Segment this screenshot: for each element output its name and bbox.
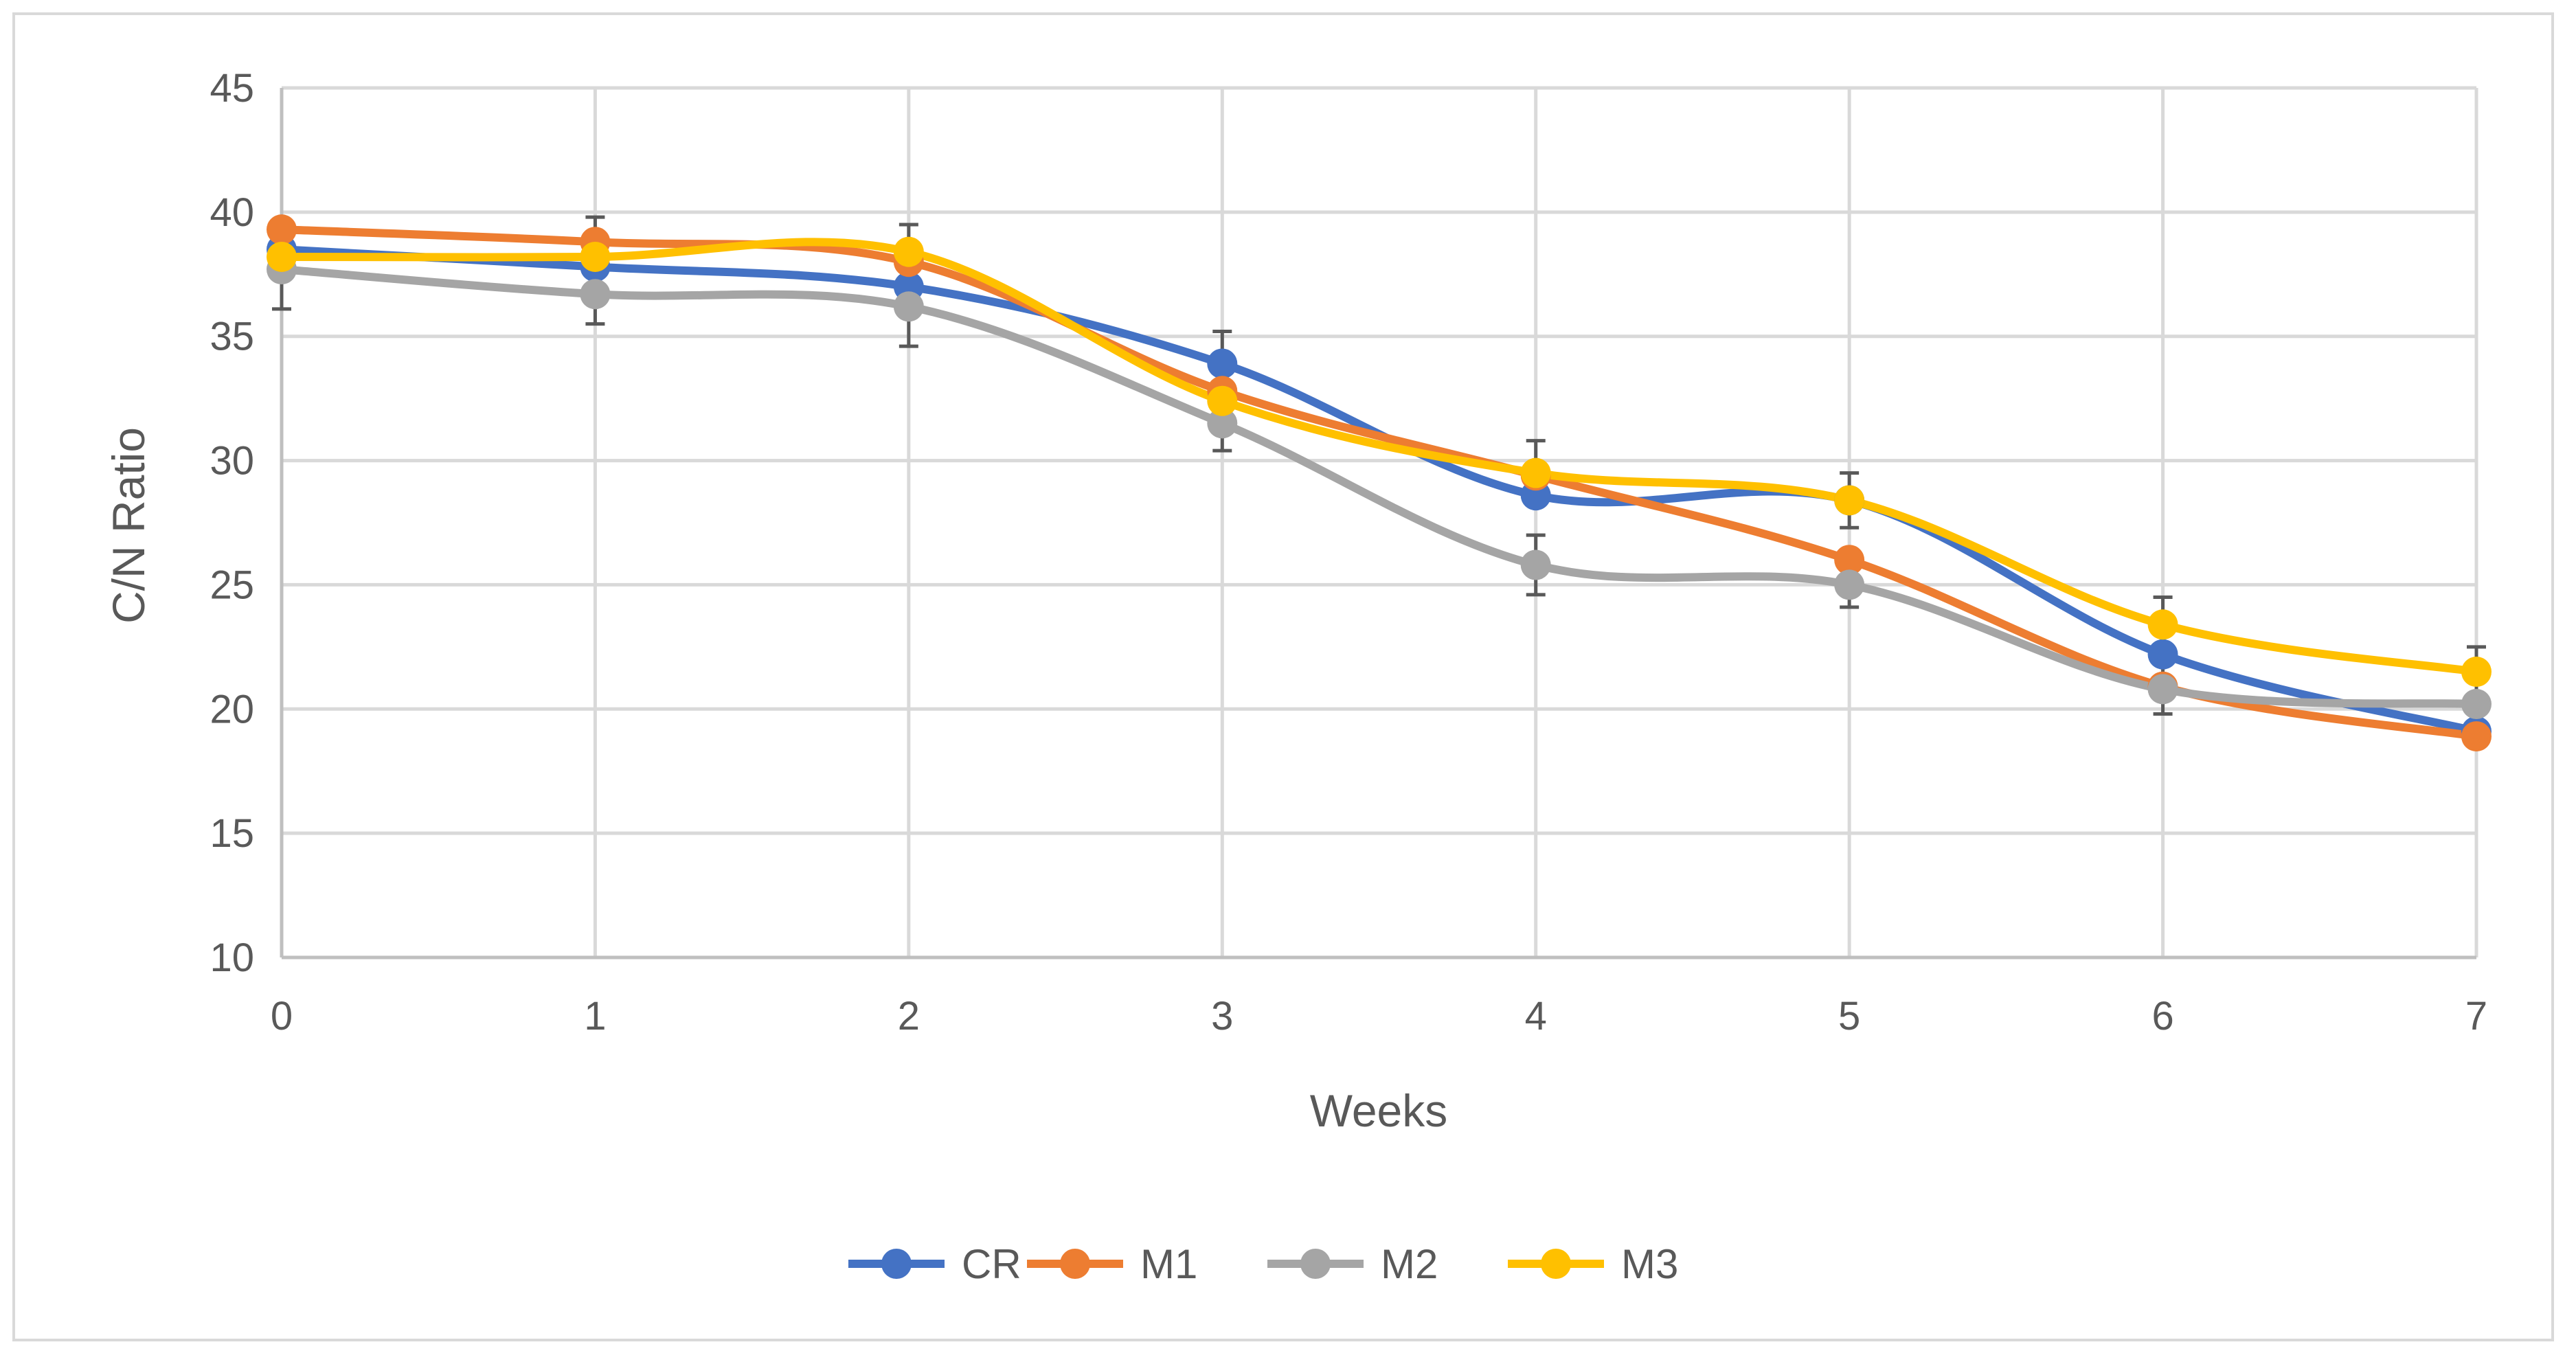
data-point-m3 (2147, 609, 2178, 640)
series-line-m1 (278, 225, 2481, 741)
data-point-m3 (1520, 457, 1551, 488)
y-tick-label: 30 (210, 439, 254, 484)
legend-item-m2: M2 (1267, 1241, 1438, 1287)
x-tick-label: 6 (2151, 994, 2173, 1038)
data-point-m2 (580, 279, 611, 310)
data-point-cr (1207, 348, 1238, 379)
x-tick-label: 2 (898, 994, 920, 1038)
legend-swatch-marker (1060, 1249, 1090, 1279)
x-tick-label: 0 (271, 994, 293, 1038)
series-line-m2 (278, 265, 2481, 709)
data-point-cr (2147, 639, 2178, 670)
legend-label: M2 (1381, 1241, 1438, 1287)
series-lines (278, 225, 2481, 741)
data-point-m3 (1834, 485, 1865, 516)
x-tick-label: 3 (1211, 994, 1233, 1038)
legend-label: M3 (1621, 1241, 1678, 1287)
data-point-m3 (2461, 657, 2492, 688)
legend-item-m3: M3 (1508, 1241, 1678, 1287)
legend-item-m1: M1 (1027, 1241, 1197, 1287)
gridlines (282, 86, 2478, 957)
data-point-m3 (893, 236, 924, 267)
x-axis-title: Weeks (1310, 1085, 1448, 1136)
y-axis-title: C/N Ratio (103, 427, 154, 624)
x-axis-ticks: 0 1 2 3 4 5 6 7 (271, 994, 2487, 1038)
x-tick-label: 4 (1525, 994, 1547, 1038)
x-tick-label: 1 (584, 994, 606, 1038)
data-point-m1 (1834, 545, 1865, 576)
y-tick-label: 25 (210, 563, 254, 607)
legend-swatch-marker (1300, 1249, 1331, 1279)
data-points (267, 214, 2492, 752)
y-tick-label: 45 (210, 66, 254, 111)
legend-item-cr: CR (848, 1241, 1021, 1287)
data-point-m1 (267, 214, 297, 245)
data-point-m2 (2147, 674, 2178, 705)
data-point-m3 (580, 241, 611, 272)
y-axis-ticks: 10 15 20 25 30 35 40 45 (210, 66, 254, 980)
series-line-m3 (278, 238, 2481, 677)
legend-label: CR (962, 1241, 1021, 1287)
x-tick-label: 5 (1838, 994, 1860, 1038)
data-point-m2 (1207, 408, 1238, 439)
data-point-m2 (893, 291, 924, 322)
legend-swatch-marker (881, 1249, 912, 1279)
axes (280, 88, 2476, 960)
y-tick-label: 40 (210, 190, 254, 235)
data-point-m3 (1207, 385, 1238, 416)
y-tick-label: 35 (210, 315, 254, 359)
data-point-m2 (1834, 569, 1865, 600)
data-point-m3 (267, 241, 297, 272)
data-point-m1 (2461, 721, 2492, 752)
legend-swatch-marker (1541, 1249, 1571, 1279)
series-line-cr (278, 245, 2481, 736)
x-tick-label: 7 (2465, 994, 2487, 1038)
y-tick-label: 10 (210, 935, 254, 980)
y-tick-label: 20 (210, 687, 254, 731)
data-point-m2 (2461, 689, 2492, 720)
data-point-m2 (1520, 549, 1551, 580)
y-tick-label: 15 (210, 811, 254, 856)
legend: CR M1 M2 M3 (848, 1241, 1678, 1287)
legend-label: M1 (1140, 1241, 1197, 1287)
